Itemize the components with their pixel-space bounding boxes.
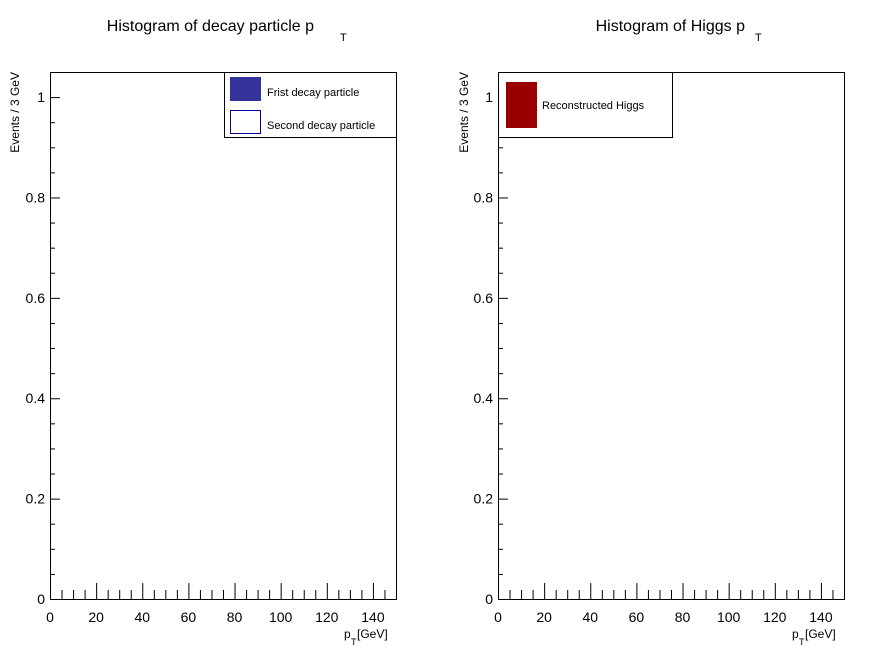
left-x-tick-label: 80 [227,609,243,625]
right-x-axis-label-unit: [GeV] [805,627,836,641]
left-x-axis-label-p: p [344,627,351,641]
left-x-axis-label-unit: [GeV] [357,627,388,641]
right-panel: Histogram of Higgs p T Events / 3 GeV 0 2… [457,18,845,647]
left-y-tick-label: 0.2 [26,491,46,507]
left-y-tick-label: 0.6 [26,290,46,306]
left-x-tick-label: 140 [361,609,385,625]
left-x-tick-label: 120 [315,609,339,625]
left-axis-ticks: 0 20 40 60 80 100 120 140 0 0.2 0.4 0.6 0.8 1 [26,72,397,625]
right-title-subscript: T [755,32,762,44]
left-legend: Frist decay particle Second decay partic… [224,72,397,138]
right-y-tick-label: 0 [485,591,493,607]
left-x-tick-label: 40 [134,609,150,625]
right-x-tick-label: 20 [536,609,552,625]
legend-label-reconstructed-higgs: Reconstructed Higgs [542,100,645,112]
left-title: Histogram of decay particle p [107,18,314,35]
left-panel: Histogram of decay particle p T Events /… [8,18,397,647]
right-x-tick-label: 140 [809,609,833,625]
legend-swatch-first-decay [230,77,261,101]
right-x-tick-label: 80 [675,609,691,625]
left-y-tick-label: 0.8 [26,189,46,205]
left-x-tick-label: 100 [269,609,293,625]
right-axis-ticks: 0 20 40 60 80 100 120 140 0 0.2 0.4 0.6 0.8 1 [474,72,845,625]
right-x-tick-label: 40 [582,609,598,625]
left-x-tick-label: 20 [88,609,104,625]
right-x-axis-label-p: p [792,627,799,641]
legend-swatch-reconstructed-higgs [506,82,537,128]
right-y-tick-label: 0.8 [474,189,494,205]
right-x-axis-label-sub: T [799,637,805,647]
right-y-tick-label: 0.6 [474,290,494,306]
right-x-tick-label: 120 [763,609,787,625]
left-y-axis-label: Events / 3 GeV [8,72,22,153]
left-x-axis-label-sub: T [351,637,357,647]
legend-label-second-decay: Second decay particle [267,120,375,132]
left-y-tick-label: 0 [37,591,45,607]
right-title: Histogram of Higgs p [596,18,745,35]
left-x-tick-label: 60 [181,609,197,625]
legend-label-first-decay: Frist decay particle [267,87,359,99]
right-x-tick-label: 0 [494,609,502,625]
left-plot-frame [50,72,397,600]
right-legend: Reconstructed Higgs [498,72,673,138]
right-x-tick-label: 100 [717,609,741,625]
right-plot-frame [498,72,845,600]
left-y-tick-label: 1 [37,89,45,105]
left-y-tick-label: 0.4 [26,390,46,406]
left-title-subscript: T [340,32,347,44]
right-y-tick-label: 0.4 [474,390,494,406]
legend-swatch-second-decay [230,110,261,134]
right-x-tick-label: 60 [629,609,645,625]
right-y-tick-label: 0.2 [474,491,494,507]
right-y-axis-label: Events / 3 GeV [457,72,471,153]
left-x-tick-label: 0 [46,609,54,625]
right-y-tick-label: 1 [485,89,493,105]
